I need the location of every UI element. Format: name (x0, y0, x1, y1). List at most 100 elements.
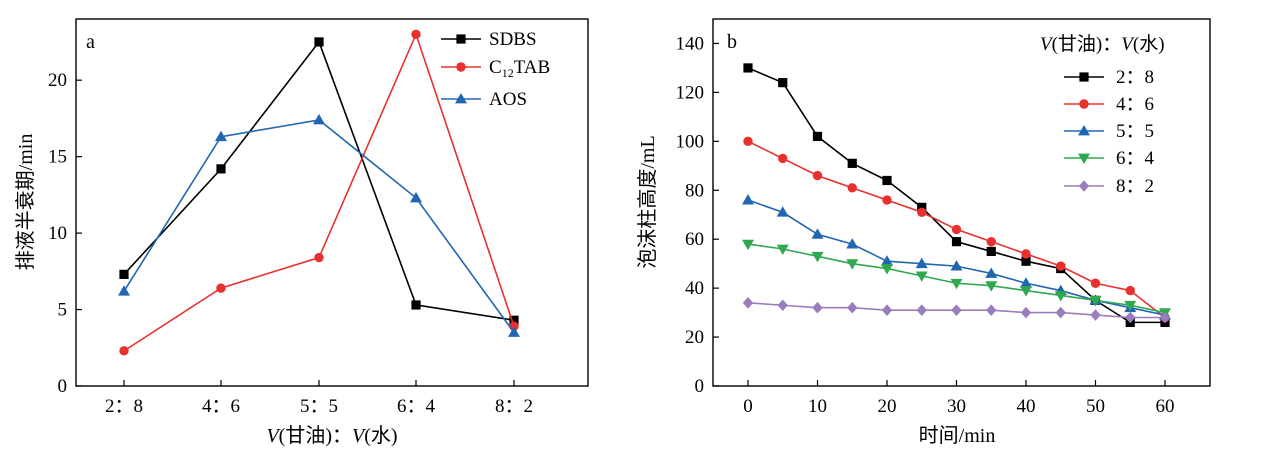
chart-b-panel-label: b (727, 31, 737, 53)
chart-b-data-point (950, 278, 963, 290)
chart-b-data-point (950, 260, 963, 271)
chart-a-legend-marker (456, 62, 466, 72)
chart-a-y-tick-label: 10 (48, 223, 67, 244)
chart-b-x-axis-title: 时间/min (919, 424, 996, 447)
chart-b-data-point (847, 301, 858, 314)
chart-a-data-point (509, 315, 519, 325)
chart-b-data-point (778, 78, 788, 88)
chart-b-y-tick-label: 100 (676, 131, 705, 152)
chart-b-data-point (951, 224, 962, 235)
chart-b-data-point (985, 281, 998, 292)
chart-b-data-point (846, 238, 859, 249)
chart-b-series-5 (742, 297, 1171, 324)
chart-a-y-tick-label: 0 (58, 376, 68, 397)
chart-b-data-point (882, 175, 892, 186)
chart-b-data-point (986, 236, 996, 247)
chart-a-data-point (411, 29, 421, 39)
chart-a: a 排液半衰期/min V(甘油)：V(水) 0 5 10 15 20 2：8 4：6 5：5… (14, 18, 589, 447)
chart-a-panel-label: a (86, 31, 95, 53)
chart-b-y-tick-label: 120 (676, 82, 705, 103)
chart-b-data-point (951, 237, 962, 247)
chart-b-data-point (1020, 286, 1032, 297)
chart-b-data-point (846, 259, 859, 270)
chart-b-y-tick-label: 140 (676, 33, 705, 54)
chart-a-data-point (216, 164, 226, 174)
chart-b-data-point (1125, 311, 1136, 324)
chart-b-legend: 2：8 4：6 5：5 6：4 8：2 (1064, 67, 1155, 197)
chart-a-data-point (410, 191, 422, 203)
chart-b-data-point (917, 207, 927, 217)
chart-b-data-point (847, 183, 857, 193)
chart-a-data-point (314, 252, 324, 263)
chart-b-x-tick-label: 40 (1017, 396, 1036, 417)
chart-b-data-point (916, 304, 927, 316)
chart-b-x-tick-label: 30 (947, 396, 966, 417)
chart-b-legend-label: 8：2 (1116, 176, 1154, 197)
chart-b-legend-title: V(甘油)：V(水) (1040, 33, 1165, 55)
chart-a-plot-frame (75, 18, 589, 387)
chart-b-data-point (812, 170, 823, 181)
chart-b-plot-frame (712, 18, 1211, 387)
chart-b-y-tick-label: 40 (685, 278, 704, 299)
chart-a-data-point (215, 130, 227, 142)
chart-b-data-point (915, 257, 928, 269)
chart-a-series-line (123, 40, 515, 322)
chart-b-data-point (1021, 249, 1031, 259)
chart-b-x-tick-label: 60 (1156, 396, 1175, 417)
chart-a-data-point (313, 113, 325, 125)
chart-b-data-point (915, 271, 928, 282)
chart-a-series-3 (118, 113, 520, 337)
chart-b-data-point (742, 239, 754, 251)
chart-b-legend-label: 5：5 (1116, 121, 1154, 142)
chart-b-legend-marker (1078, 125, 1090, 136)
chart-b-data-point (881, 264, 893, 275)
chart-b-data-point (812, 131, 823, 142)
chart-b: b 泡沫柱高度/mL 时间/min V(甘油)：V(水) 0 20 40 60 80 10… (636, 18, 1211, 447)
chart-b-y-tick-label: 0 (695, 376, 705, 397)
chart-b-y-axis-title: 泡沫柱高度/mL (636, 135, 659, 268)
chart-a-x-tick-label: 6：4 (397, 396, 436, 417)
chart-b-data-point (812, 301, 823, 314)
chart-b-y-tick-label: 80 (685, 180, 704, 201)
chart-b-legend-marker (1079, 72, 1089, 82)
chart-b-data-point (1159, 311, 1171, 324)
chart-a-legend-label: AOS (489, 89, 527, 110)
chart-b-data-point (778, 153, 788, 164)
chart-a-x-tick-label: 2：8 (105, 396, 143, 417)
chart-b-y-tick-label: 60 (685, 229, 704, 250)
chart-b-data-point (881, 255, 893, 266)
chart-a-x-tick-label: 8：2 (495, 396, 533, 417)
chart-a-series-line (123, 32, 515, 352)
chart-a-y-tick-label: 5 (58, 300, 68, 321)
chart-b-data-point (777, 299, 788, 312)
chart-b-data-point (1021, 256, 1031, 266)
chart-b-data-point (776, 206, 789, 217)
chart-b-data-point (881, 304, 893, 316)
chart-b-data-point (742, 194, 754, 205)
chart-a-data-point (411, 300, 421, 310)
chart-a-x-tick-label: 5：5 (300, 396, 338, 417)
chart-b-data-point (811, 228, 824, 239)
chart-a-data-point (314, 37, 324, 47)
chart-b-data-point (882, 195, 892, 205)
chart-b-x-tick-label: 50 (1086, 396, 1105, 417)
chart-b-data-point (1054, 291, 1067, 302)
chart-b-data-point (811, 251, 824, 263)
chart-b-data-point (776, 244, 789, 255)
chart-b-data-point (985, 267, 998, 278)
chart-b-legend-label: 4：6 (1116, 94, 1154, 115)
chart-b-legend-marker (1079, 99, 1089, 109)
chart-b-data-point (1090, 309, 1101, 321)
chart-b-y-tick-label: 20 (685, 327, 704, 348)
chart-b-legend-marker (1078, 180, 1090, 192)
chart-b-data-point (743, 136, 753, 147)
chart-a-series-2 (119, 29, 519, 356)
chart-b-data-point (1124, 300, 1137, 312)
chart-a-data-point (508, 326, 520, 337)
chart-a-legend-label: C12TAB (489, 57, 550, 80)
chart-b-data-point (1020, 306, 1032, 319)
chart-a-legend-marker (456, 34, 466, 44)
chart-b-data-point (1090, 278, 1101, 288)
chart-a-legend-marker (455, 93, 467, 104)
